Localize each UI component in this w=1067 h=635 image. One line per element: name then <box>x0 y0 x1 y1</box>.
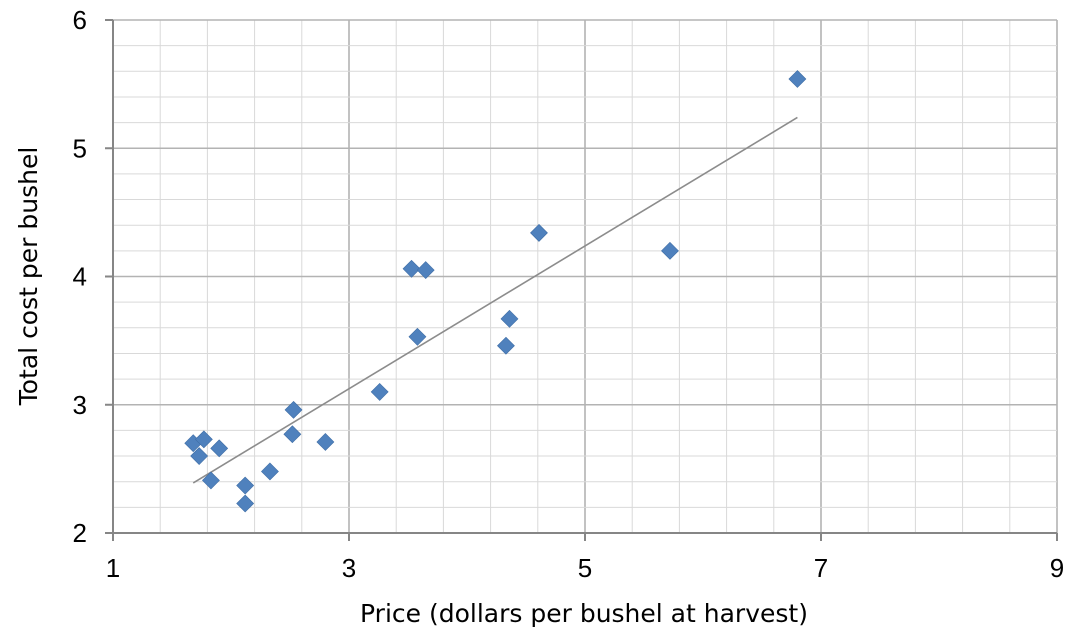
data-point <box>497 336 515 355</box>
y-tick-label: 3 <box>73 390 87 420</box>
x-tick-label: 3 <box>342 553 356 583</box>
data-point <box>210 439 229 458</box>
data-point <box>283 425 302 444</box>
y-tick-label: 2 <box>73 518 87 548</box>
y-tick-label: 4 <box>73 262 87 292</box>
data-point <box>661 241 679 260</box>
x-tick-label: 5 <box>578 553 592 583</box>
grid <box>112 19 1058 534</box>
data-point <box>236 476 255 495</box>
data-point <box>316 433 335 451</box>
data-point <box>402 259 421 278</box>
x-tick-label: 7 <box>814 553 828 583</box>
data-point <box>194 430 213 449</box>
data-point <box>190 447 209 465</box>
data-point <box>236 494 255 513</box>
data-point <box>788 70 807 88</box>
data-point <box>416 261 435 280</box>
data-points <box>184 70 807 513</box>
x-tick-label: 1 <box>106 553 120 583</box>
y-tick-label: 6 <box>73 5 87 35</box>
data-point <box>408 327 427 346</box>
data-point <box>370 383 389 401</box>
data-point <box>261 462 279 481</box>
y-tick-label: 5 <box>73 133 87 163</box>
x-axis-label: Price (dollars per bushel at harvest) <box>360 599 808 628</box>
tick-labels: 1 3 5 7 9 2 3 4 5 6 <box>73 5 1065 583</box>
y-axis-label: Total cost per bushel <box>14 147 43 407</box>
trendline-layer <box>192 116 798 484</box>
x-tick-label: 9 <box>1050 553 1064 583</box>
data-point <box>500 309 519 328</box>
data-point <box>202 471 220 490</box>
axes <box>105 19 1058 541</box>
trendline <box>192 116 798 484</box>
data-point <box>284 400 303 419</box>
data-point <box>530 223 548 242</box>
